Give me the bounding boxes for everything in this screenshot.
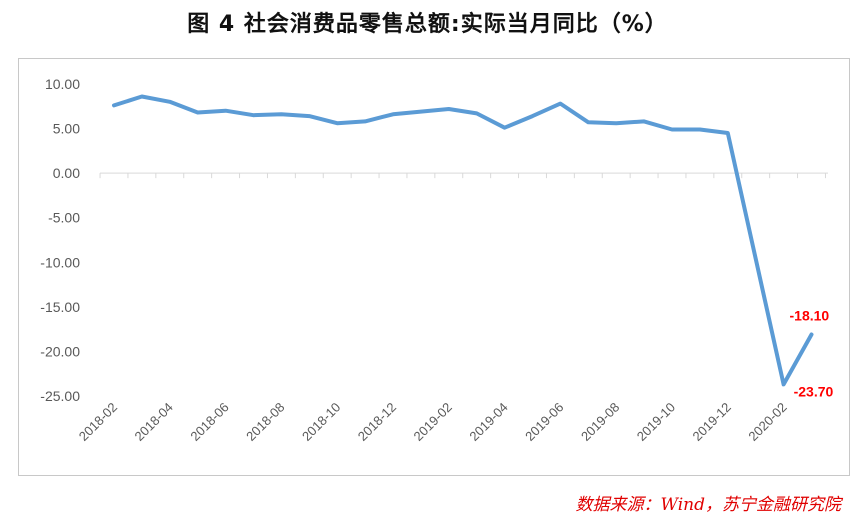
- y-tick-label: -20.00: [40, 343, 80, 359]
- series-line: [112, 94, 814, 387]
- x-tick-label: 2019-04: [466, 400, 510, 444]
- y-tick-label: 0.00: [53, 165, 80, 181]
- data-label: -18.10: [790, 307, 830, 323]
- data-label: -23.70: [794, 383, 834, 399]
- chart-title: 图 4 社会消费品零售总额:实际当月同比（%）: [187, 12, 668, 37]
- y-tick-label: -15.00: [40, 299, 80, 315]
- x-tick-label: 2019-02: [411, 400, 455, 444]
- x-tick-label: 2019-08: [578, 400, 622, 444]
- x-tick-label: 2018-02: [76, 400, 120, 444]
- x-tick-label: 2019-10: [634, 400, 678, 444]
- source-note: 数据来源：Wind，苏宁金融研究院: [575, 495, 841, 515]
- x-tick-label: 2018-12: [355, 400, 399, 444]
- x-tick-label: 2018-08: [243, 400, 287, 444]
- x-tick-label: 2018-06: [187, 400, 231, 444]
- chart-frame: [18, 58, 850, 476]
- x-tick-label: 2020-02: [745, 400, 789, 444]
- y-tick-label: -5.00: [48, 210, 80, 226]
- x-tick-label: 2018-10: [299, 400, 343, 444]
- y-tick-label: -10.00: [40, 254, 80, 270]
- y-tick-label: 10.00: [45, 76, 80, 92]
- x-tick-label: 2018-04: [132, 400, 176, 444]
- y-tick-label: 5.00: [53, 121, 80, 137]
- x-tick-label: 2019-06: [522, 400, 566, 444]
- y-tick-label: -25.00: [40, 388, 80, 404]
- x-tick-label: 2019-12: [690, 400, 734, 444]
